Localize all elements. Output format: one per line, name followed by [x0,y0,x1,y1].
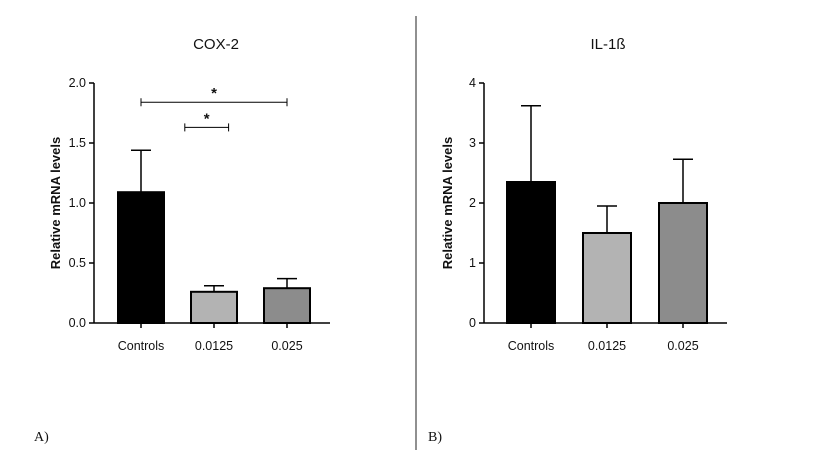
chart-title: IL-1ß [590,36,625,53]
y-tick-label: 3 [469,136,476,150]
y-tick-label: 1.5 [69,136,86,150]
chart-il1b: IL-1ß Relative mRNA levels 0 1 2 3 4 Controls… [440,36,727,353]
x-tick-label: 0.025 [271,339,302,353]
x-tick-label: 0.0125 [588,339,626,353]
panel-label-a: A) [34,430,49,445]
y-tick-label: 0.0 [69,316,86,330]
y-tick-label: 0.5 [69,256,86,270]
bar [190,290,238,324]
chart-title: COX-2 [193,36,239,53]
bar [506,181,556,324]
y-tick-label: 4 [469,76,476,90]
y-tick-label: 1.0 [69,196,86,210]
y-axis-label: Relative mRNA levels [440,137,455,269]
x-tick-label: Controls [118,339,165,353]
bar [582,232,632,324]
chart-cox2: COX-2 Relative mRNA levels 0.0 0.5 1.0 1.5 2… [48,36,330,353]
bar [263,287,311,325]
x-tick-label: Controls [508,339,555,353]
significance-label: * [211,85,217,102]
x-tick-label: 0.025 [667,339,698,353]
bar [658,202,708,324]
significance-label: * [204,110,210,127]
y-tick-label: 1 [469,256,476,270]
y-axis-label: Relative mRNA levels [48,137,63,269]
y-tick-label: 2 [469,196,476,210]
bar [117,191,165,324]
x-tick-label: 0.0125 [195,339,233,353]
y-tick-label: 2.0 [69,76,86,90]
y-tick-label: 0 [469,316,476,330]
panel-label-b: B) [428,430,442,445]
